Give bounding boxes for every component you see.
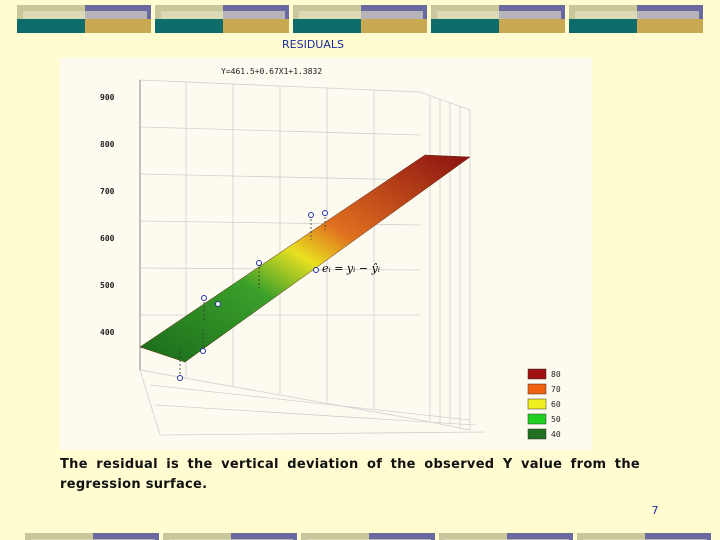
slide-title: RESIDUALS: [282, 38, 344, 51]
legend-swatch: [527, 413, 547, 425]
footer-decoration: [25, 533, 711, 540]
axis-label: 500: [100, 281, 115, 290]
legend-label: 80: [551, 370, 561, 379]
residual-formula: eᵢ = yᵢ − ŷᵢ: [322, 262, 380, 275]
page-number: 7: [652, 504, 659, 517]
figure: Y=461.5+0.67X1+1.3832 eᵢ = yᵢ − ŷᵢ 900 80…: [60, 58, 592, 450]
equation: Y=461.5+0.67X1+1.3832: [221, 67, 322, 76]
legend-label: 70: [551, 385, 561, 394]
axis-label: 600: [100, 234, 115, 243]
legend-label: 50: [551, 415, 561, 424]
legend-swatch: [527, 428, 547, 440]
legend-label: 40: [551, 430, 561, 439]
axis-label: 700: [100, 187, 115, 196]
legend-label: 60: [551, 400, 561, 409]
axis-label: 900: [100, 93, 115, 102]
header-decoration: [17, 5, 703, 33]
body-box: The residual is the vertical deviation o…: [60, 457, 640, 492]
axis-label: 800: [100, 140, 115, 149]
axis-label: 400: [100, 328, 115, 337]
legend-swatch: [527, 398, 547, 410]
legend-swatch: [527, 368, 547, 380]
body-text: The residual is the vertical deviation o…: [60, 457, 640, 492]
legend-swatch: [527, 383, 547, 395]
axis-labels: 900 800 700 600 500 400: [100, 93, 115, 337]
legend: 80 70 60 50 40: [527, 368, 561, 440]
